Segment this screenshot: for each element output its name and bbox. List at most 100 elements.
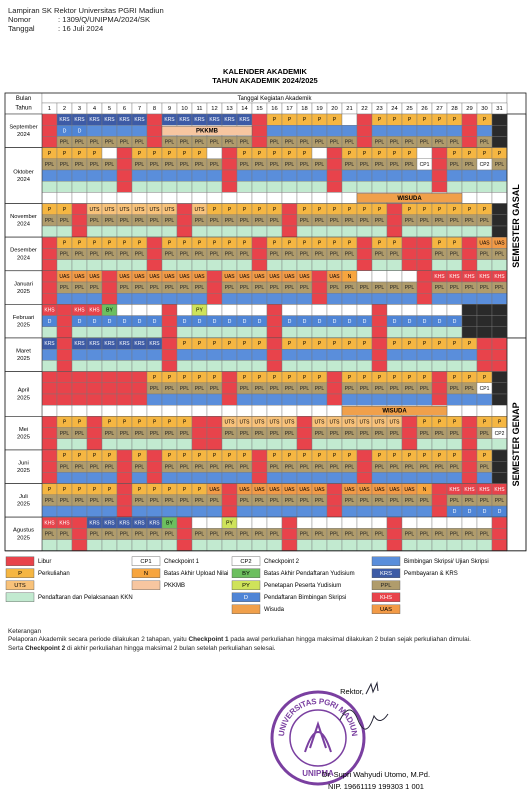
cell-label: P [378, 453, 382, 459]
cell [416, 304, 433, 316]
cell [431, 505, 448, 518]
cell [491, 259, 508, 272]
cell [356, 326, 373, 339]
cell-label: N [423, 487, 427, 493]
legend-label: Pendaftaran dan Pelaksanaan KKN [38, 595, 133, 601]
cell [41, 539, 58, 551]
day-number: 1 [48, 106, 51, 112]
cell [401, 270, 418, 283]
cell [356, 449, 373, 462]
cell [431, 438, 448, 451]
cell-label: P [138, 453, 142, 459]
cell [266, 393, 283, 406]
cell [56, 472, 73, 484]
cell [221, 259, 238, 272]
cell-label: PPL [345, 140, 355, 146]
cell [176, 259, 193, 272]
cell-label: D [408, 319, 412, 325]
cell-label: P [183, 487, 187, 493]
cell-label: PPL [465, 162, 475, 168]
cell [356, 270, 373, 283]
cell [266, 259, 283, 272]
cell [71, 214, 88, 227]
cell-label: PPL [60, 532, 70, 538]
cell-label: P [483, 375, 487, 381]
cell-label: P [93, 151, 97, 157]
cell [326, 158, 343, 171]
cell-label: UAS [254, 274, 265, 280]
cell [296, 259, 313, 272]
cell-label: P [303, 453, 307, 459]
cell [341, 225, 358, 238]
cell-label: P [378, 207, 382, 213]
cell-label: PPL [180, 386, 190, 392]
cell-label: D [498, 509, 502, 515]
cell-label: P [198, 487, 202, 493]
cell [71, 293, 88, 305]
cell [116, 147, 133, 160]
cell [131, 539, 148, 551]
cell [326, 494, 343, 507]
semester-label: SEMESTER GASAL [511, 184, 521, 268]
cell-label: UAS [329, 274, 340, 280]
cell [56, 304, 73, 316]
cell [161, 259, 178, 272]
cell-label: P [273, 240, 277, 246]
cell [416, 281, 433, 294]
notes-text: pada awal perkuliahan hingga maksimal di… [228, 636, 471, 644]
cell-label: PPL [390, 252, 400, 258]
cell [86, 293, 103, 305]
cell [401, 416, 418, 428]
cell [281, 203, 298, 216]
legend-code: KRS [380, 571, 392, 577]
cell [251, 461, 268, 473]
cell-label: UAS [59, 274, 70, 280]
notes-text: Pelaporan Akademik secara periode dilaku… [8, 636, 189, 644]
cell [116, 180, 133, 193]
cell-label: PPL [345, 162, 355, 168]
cell [101, 505, 118, 518]
cell-label: P [258, 341, 262, 347]
cell [461, 393, 478, 406]
cell-label: PPL [45, 218, 55, 224]
cell-label: P [108, 453, 112, 459]
cell-label: D [138, 319, 142, 325]
field-label: Nomor [8, 15, 31, 24]
cell-label: PPL [405, 285, 415, 291]
cell-label: P [198, 341, 202, 347]
cell [86, 438, 103, 451]
cell [461, 315, 478, 328]
cell-label: UAS [374, 487, 385, 493]
month-cell [4, 516, 43, 552]
cell-label: PPL [300, 532, 310, 538]
cell-label: PPL [450, 464, 460, 470]
cell [236, 225, 253, 238]
cell-label: PPL [240, 532, 250, 538]
cell-label: P [483, 151, 487, 157]
cell [191, 326, 208, 339]
cell-label: P [453, 341, 457, 347]
cell [461, 169, 478, 182]
cell [176, 360, 193, 372]
cell [131, 505, 148, 518]
cell-label: PPL [405, 498, 415, 504]
cell [131, 124, 148, 137]
cell [446, 438, 463, 451]
cell [266, 180, 283, 193]
cell-label: PPL [435, 532, 445, 538]
cell [401, 505, 418, 518]
cell-label: P [48, 487, 52, 493]
cell [491, 360, 508, 372]
cell [341, 438, 358, 451]
cell [446, 124, 463, 137]
cell-label: P [228, 341, 232, 347]
cell [191, 427, 208, 440]
cell [461, 360, 478, 372]
cell [386, 539, 403, 551]
cell-label: PPL [165, 386, 175, 392]
cell-label: P [318, 117, 322, 123]
cell-label: P [468, 375, 472, 381]
cell [206, 405, 223, 417]
cell [281, 528, 298, 540]
cell-label: P [138, 420, 142, 426]
